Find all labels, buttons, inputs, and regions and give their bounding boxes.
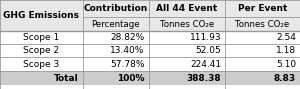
Bar	[148, 44, 225, 57]
Text: Tonnes CO₂e: Tonnes CO₂e	[160, 20, 214, 29]
Bar	[148, 71, 225, 85]
Bar	[82, 71, 148, 85]
Text: Scope 2: Scope 2	[23, 46, 59, 55]
Text: 5.10: 5.10	[276, 60, 296, 69]
Text: 1.18: 1.18	[276, 46, 296, 55]
Bar	[82, 57, 148, 71]
Bar	[0, 31, 82, 44]
Text: Scope 3: Scope 3	[23, 60, 59, 69]
Text: 52.05: 52.05	[195, 46, 221, 55]
Text: All 44 Event: All 44 Event	[156, 4, 218, 13]
Bar	[82, 17, 148, 31]
Bar	[225, 0, 300, 17]
Text: 13.40%: 13.40%	[110, 46, 145, 55]
Text: 28.82%: 28.82%	[110, 33, 145, 42]
Bar	[82, 31, 148, 44]
Bar	[148, 57, 225, 71]
Bar	[82, 0, 148, 17]
Bar	[148, 17, 225, 31]
Text: Per Event: Per Event	[238, 4, 287, 13]
Text: Percentage: Percentage	[91, 20, 140, 29]
Bar	[0, 17, 82, 31]
Bar	[225, 57, 300, 71]
Text: Tonnes CO₂e: Tonnes CO₂e	[236, 20, 290, 29]
Text: 111.93: 111.93	[190, 33, 221, 42]
Bar	[148, 31, 225, 44]
Bar	[225, 31, 300, 44]
Text: Scope 1: Scope 1	[23, 33, 59, 42]
Bar	[0, 0, 82, 17]
Text: Contribution: Contribution	[83, 4, 148, 13]
Text: GHG Emissions: GHG Emissions	[3, 11, 79, 20]
Text: 224.41: 224.41	[190, 60, 221, 69]
Bar	[0, 44, 82, 57]
Text: 388.38: 388.38	[187, 74, 221, 83]
Text: 57.78%: 57.78%	[110, 60, 145, 69]
Text: Total: Total	[54, 74, 79, 83]
Bar	[0, 71, 82, 85]
Bar	[0, 57, 82, 71]
Text: 100%: 100%	[117, 74, 145, 83]
Text: 8.83: 8.83	[274, 74, 296, 83]
Bar	[225, 71, 300, 85]
Bar	[148, 0, 225, 17]
Bar	[225, 44, 300, 57]
Text: 2.54: 2.54	[276, 33, 296, 42]
Bar	[225, 17, 300, 31]
Bar	[82, 44, 148, 57]
